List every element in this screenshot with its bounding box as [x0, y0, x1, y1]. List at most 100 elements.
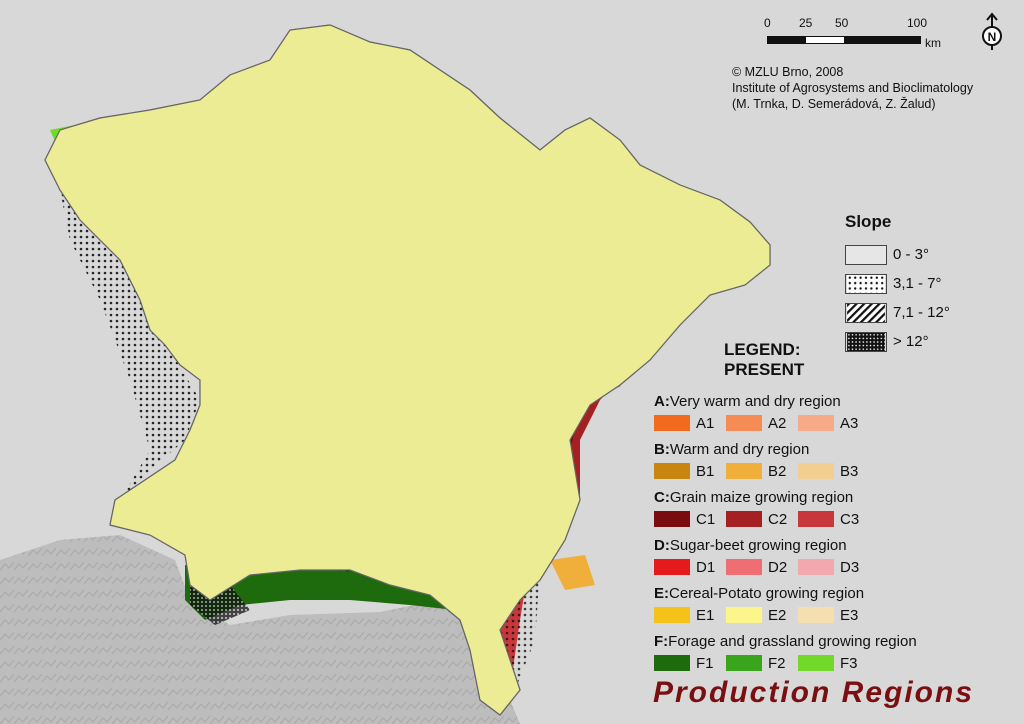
scale-bar-graphic — [767, 36, 921, 44]
legend-item: E1 — [654, 607, 726, 624]
slope-label: 7,1 - 12° — [893, 304, 950, 321]
legend-item: E2 — [726, 607, 798, 624]
legend-item: B2 — [726, 463, 798, 480]
legend-group: F:Forage and grassland growing region F1 F… — [654, 632, 1014, 680]
legend-item-code: D3 — [840, 558, 860, 576]
legend-item-code: C3 — [840, 510, 860, 528]
legend-group: B:Warm and dry region B1 B2 B3 — [654, 440, 1014, 488]
region-legend: A:Very warm and dry region A1 A2 A3 B:Warm a… — [654, 392, 1014, 680]
legend-group: D:Sugar-beet growing region D1 D2 D3 — [654, 536, 1014, 584]
legend-item-code: C1 — [696, 510, 716, 528]
legend-item-code: E1 — [696, 606, 715, 624]
legend-item-code: F2 — [768, 654, 786, 672]
legend-swatch — [798, 415, 834, 431]
legend-group-name: Warm and dry region — [669, 441, 810, 458]
legend-item: B1 — [654, 463, 726, 480]
legend-item: D2 — [726, 559, 798, 576]
legend-group-title: E:Cereal-Potato growing region — [654, 584, 1014, 604]
legend-item-code: D2 — [768, 558, 788, 576]
legend-swatch — [726, 559, 762, 575]
legend-swatch — [726, 463, 762, 479]
legend-item-code: F3 — [840, 654, 858, 672]
slope-row: 7,1 - 12° — [845, 298, 950, 327]
legend-swatch — [726, 415, 762, 431]
map-title: Production Regions — [653, 676, 974, 709]
legend-item-code: C2 — [768, 510, 788, 528]
legend-item-code: D1 — [696, 558, 716, 576]
legend-swatch — [798, 607, 834, 623]
legend-heading-line1: LEGEND: — [724, 340, 801, 359]
scale-tick: 50 — [835, 16, 849, 30]
legend-items-row: B1 B2 B3 — [654, 460, 1014, 482]
legend-item-code: E3 — [840, 606, 859, 624]
legend-item-code: A1 — [696, 414, 715, 432]
legend-swatch — [726, 607, 762, 623]
scale-tick: 100 — [907, 16, 928, 30]
north-label: N — [988, 30, 997, 44]
legend-group-name: Forage and grassland growing region — [668, 633, 917, 650]
legend-group-letter: E: — [654, 585, 669, 602]
legend-group: E:Cereal-Potato growing region E1 E2 E3 — [654, 584, 1014, 632]
north-arrow-icon: N — [982, 12, 1002, 50]
legend-item-code: E2 — [768, 606, 787, 624]
legend-group-title: A:Very warm and dry region — [654, 392, 1014, 412]
legend-group: C:Grain maize growing region C1 C2 C3 — [654, 488, 1014, 536]
scale-unit: km — [925, 36, 941, 50]
legend-item: D1 — [654, 559, 726, 576]
legend-group-name: Cereal-Potato growing region — [669, 585, 865, 602]
legend-item: F2 — [726, 655, 798, 672]
slope-swatch — [845, 273, 887, 294]
legend-swatch — [726, 511, 762, 527]
legend-item-code: F1 — [696, 654, 714, 672]
slope-swatch — [845, 302, 887, 323]
credits: © MZLU Brno, 2008 Institute of Agrosyste… — [732, 64, 973, 112]
legend-item: E3 — [798, 607, 870, 624]
legend-items-row: C1 C2 C3 — [654, 508, 1014, 530]
legend-swatch — [654, 559, 690, 575]
slope-row: 3,1 - 7° — [845, 269, 950, 298]
legend-heading: LEGEND: PRESENT — [724, 340, 804, 380]
scale-tick: 25 — [799, 16, 813, 30]
slope-row: 0 - 3° — [845, 240, 950, 269]
slope-dots-west — [60, 190, 200, 500]
legend-swatch — [798, 559, 834, 575]
legend-item: F3 — [798, 655, 870, 672]
legend-items-row: F1 F2 F3 — [654, 652, 1014, 674]
legend-items-row: A1 A2 A3 — [654, 412, 1014, 434]
legend-group-title: C:Grain maize growing region — [654, 488, 1014, 508]
legend-item: B3 — [798, 463, 870, 480]
legend-swatch — [798, 655, 834, 671]
legend-swatch — [654, 463, 690, 479]
legend-item-code: A2 — [768, 414, 787, 432]
legend-item: C1 — [654, 511, 726, 528]
slope-row: > 12° — [845, 327, 950, 356]
legend-group-letter: B: — [654, 441, 670, 458]
legend-item-code: B3 — [840, 462, 859, 480]
slope-swatch — [845, 331, 887, 352]
scale-tick: 0 — [764, 16, 771, 30]
legend-swatch — [726, 655, 762, 671]
legend-group-title: B:Warm and dry region — [654, 440, 1014, 460]
legend-item: C2 — [726, 511, 798, 528]
slope-label: 0 - 3° — [893, 246, 930, 263]
legend-group-title: D:Sugar-beet growing region — [654, 536, 1014, 556]
legend-swatch — [654, 607, 690, 623]
neighbor-terrain — [0, 535, 520, 724]
legend-group-letter: C: — [654, 489, 670, 506]
legend-group-name: Grain maize growing region — [669, 489, 854, 506]
slope-label: > 12° — [893, 333, 929, 350]
credit-copyright: © MZLU Brno, 2008 — [732, 65, 844, 79]
legend-swatch — [654, 511, 690, 527]
legend-group-name: Very warm and dry region — [669, 393, 841, 410]
legend-item: A1 — [654, 415, 726, 432]
credit-institute: Institute of Agrosystems and Bioclimatol… — [732, 81, 974, 95]
slope-legend: Slope 0 - 3° 3,1 - 7° 7,1 - 12° > 12° — [845, 212, 950, 356]
legend-swatch — [798, 463, 834, 479]
slope-label: 3,1 - 7° — [893, 275, 942, 292]
credit-authors: (M. Trnka, D. Semerádová, Z. Žalud) — [732, 97, 936, 111]
region-e1b — [550, 555, 595, 590]
legend-item: F1 — [654, 655, 726, 672]
legend-item: D3 — [798, 559, 870, 576]
legend-group-name: Sugar-beet growing region — [669, 537, 847, 554]
